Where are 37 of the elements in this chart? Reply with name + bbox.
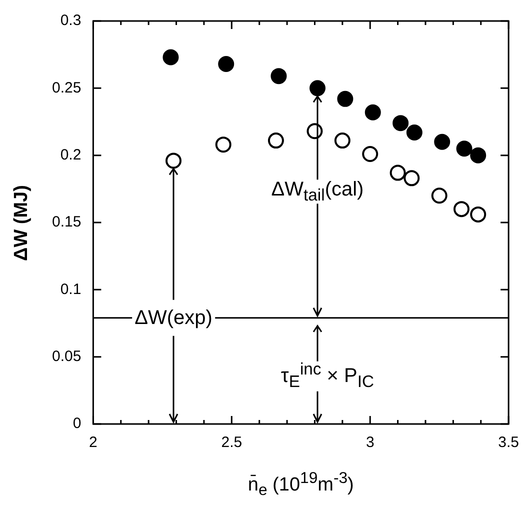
point	[162, 49, 179, 66]
y-tick-label: 0.2	[60, 146, 82, 164]
x-tick-label: 3.5	[498, 434, 520, 452]
point	[470, 147, 486, 164]
point	[218, 56, 234, 72]
point	[268, 132, 284, 149]
annotation: τ$_{E}$$^{inc}$ × P$_{IC}$	[278, 360, 378, 392]
point	[337, 90, 354, 107]
y-tick-label: 0	[72, 415, 82, 432]
point	[310, 80, 326, 96]
point	[431, 188, 448, 204]
point	[406, 124, 422, 140]
point	[456, 140, 472, 157]
point	[270, 68, 287, 84]
x-tick-label: 2.5	[221, 434, 242, 452]
point	[166, 152, 182, 169]
point	[434, 134, 450, 150]
y-tick-label: 0.25	[52, 79, 82, 96]
point	[392, 115, 409, 132]
y-tick-label: 0.15	[52, 214, 82, 231]
y-tick-label: 0.05	[52, 348, 82, 365]
y-tick-label: 0.1	[60, 280, 82, 298]
point	[454, 201, 470, 218]
annotation: ΔW(exp)	[132, 306, 216, 329]
annotation: ΔW$_{tail}$(cal)	[268, 178, 367, 204]
point	[362, 146, 378, 162]
point	[334, 132, 350, 149]
point	[215, 136, 232, 153]
x-tick-label: 3	[366, 434, 374, 452]
y-axis-title: ΔW (MJ)	[10, 184, 33, 260]
x-tick-label: 2	[89, 434, 98, 452]
y-tick-label: 0.3	[60, 12, 82, 30]
point	[364, 104, 381, 120]
point	[404, 170, 420, 186]
x-axis-title: n̄$_{e}$ (10$^{19}$m$^{-3}$)	[248, 470, 354, 500]
point	[390, 164, 406, 181]
point	[470, 206, 486, 222]
